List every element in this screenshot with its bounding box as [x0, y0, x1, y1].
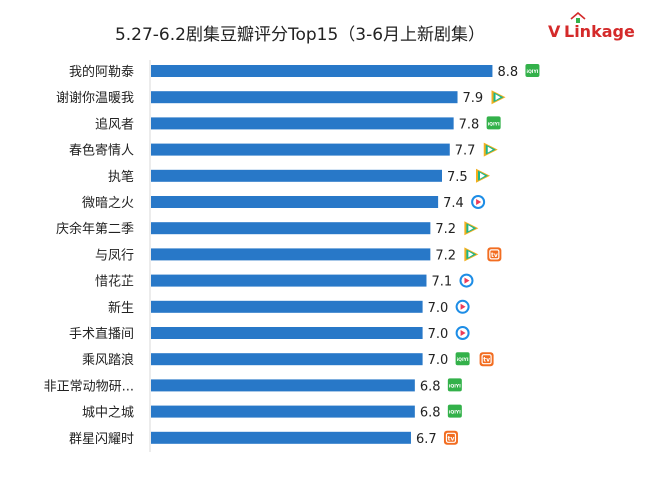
iqiyi-icon-bg [486, 116, 501, 130]
value-label: 7.7 [455, 144, 476, 159]
iqiyi-icon-text: iQIYI [449, 410, 461, 416]
bar [151, 143, 450, 156]
category-label: 惜花芷 [95, 274, 134, 290]
category-label: 春色寄情人 [69, 143, 134, 159]
youku-icon [471, 195, 486, 209]
iqiyi-icon-text: iQIYI [457, 357, 469, 363]
youku-icon-play [460, 330, 466, 336]
mgtv-icon-text: tv [483, 357, 490, 364]
logo-text-linkage: Linkage [564, 22, 635, 41]
chart-title: 5.27-6.2剧集豆瓣评分Top15（3-6月上新剧集） [114, 25, 486, 45]
value-label: 7.8 [459, 117, 480, 132]
iqiyi-icon: iQIYI [486, 116, 501, 130]
value-label: 6.7 [416, 432, 437, 447]
mgtv-icon: tv [487, 247, 502, 262]
youku-icon [455, 299, 470, 314]
iqiyi-icon-bg [525, 64, 540, 77]
category-label: 庆余年第二季 [56, 221, 134, 237]
category-label: 执笔 [108, 169, 134, 185]
bar [151, 196, 439, 208]
iqiyi-icon-text: iQIYI [526, 69, 538, 75]
logo-house-icon [570, 12, 586, 23]
bar [151, 169, 442, 182]
youku-icon-play [464, 277, 470, 284]
logo-text-v: V [548, 22, 561, 41]
youku-icon [455, 326, 470, 340]
iqiyi-icon: iQIYI [447, 404, 462, 418]
bar [151, 222, 431, 235]
tencent-icon [464, 221, 479, 236]
tencent-icon-center [487, 146, 493, 153]
iqiyi-icon-bg [447, 404, 462, 418]
category-label: 我的阿勒泰 [69, 64, 134, 80]
iqiyi-icon-text: iQIYI [488, 121, 500, 127]
value-label: 7.4 [443, 196, 464, 211]
mgtv-icon-bg [479, 352, 494, 367]
category-label: 非正常动物研... [44, 379, 134, 394]
youku-icon-play [460, 303, 466, 310]
value-label: 7.9 [463, 91, 484, 106]
bar [151, 431, 411, 444]
mgtv-icon: tv [443, 430, 458, 445]
bar [151, 353, 423, 366]
value-label: 7.0 [428, 301, 449, 316]
value-label: 7.0 [428, 353, 449, 368]
iqiyi-icon-text: iQIYI [449, 383, 461, 389]
category-label: 城中之城 [82, 406, 134, 421]
value-label: 7.5 [447, 170, 468, 185]
mgtv-icon-frame [445, 432, 457, 443]
vlinkage-logo: V Linkage [548, 12, 648, 44]
bar [151, 300, 423, 313]
value-label: 6.8 [420, 379, 441, 394]
category-label: 乘风踏浪 [82, 353, 134, 368]
bar [151, 274, 427, 287]
iqiyi-icon-bg [447, 378, 462, 392]
value-label: 7.2 [435, 222, 456, 237]
iqiyi-icon: iQIYI [455, 352, 470, 366]
category-label: 新生 [108, 300, 134, 316]
tencent-icon-center [468, 251, 474, 258]
mgtv-icon-frame [489, 249, 500, 260]
category-label: 追风者 [95, 116, 134, 132]
iqiyi-icon: iQIYI [447, 378, 462, 392]
tencent-icon [476, 168, 490, 183]
mgtv-icon-bg [443, 430, 458, 445]
bar [151, 91, 458, 104]
bar [151, 327, 423, 339]
value-label: 7.2 [435, 248, 456, 263]
tencent-icon [483, 142, 498, 157]
bar [151, 379, 415, 392]
tencent-icon-center [480, 172, 485, 179]
category-label: 群星闪耀时 [69, 432, 134, 447]
iqiyi-icon-bg [455, 352, 470, 366]
tencent-icon-center [495, 94, 501, 101]
mgtv-icon: tv [479, 352, 494, 367]
value-label: 7.1 [431, 275, 452, 290]
value-label: 8.8 [497, 65, 518, 80]
tencent-icon [464, 247, 479, 262]
category-label: 与凤行 [95, 248, 134, 263]
youku-icon [459, 273, 474, 288]
mgtv-icon-text: tv [491, 252, 498, 259]
mgtv-icon-text: tv [448, 435, 455, 442]
bar [151, 248, 431, 261]
value-label: 7.0 [428, 327, 449, 342]
bar [151, 117, 454, 130]
tencent-icon-center [468, 225, 474, 232]
tencent-icon [491, 90, 506, 105]
category-label: 谢谢你温暖我 [56, 90, 134, 106]
mgtv-icon-bg [487, 247, 502, 262]
mgtv-icon-frame [481, 354, 492, 365]
bar [151, 405, 415, 418]
bar [151, 65, 493, 77]
category-label: 手术直播间 [69, 327, 134, 342]
iqiyi-icon: iQIYI [525, 64, 540, 77]
youku-icon-play [476, 199, 482, 205]
category-label: 微暗之火 [82, 196, 134, 211]
value-label: 6.8 [420, 406, 441, 421]
